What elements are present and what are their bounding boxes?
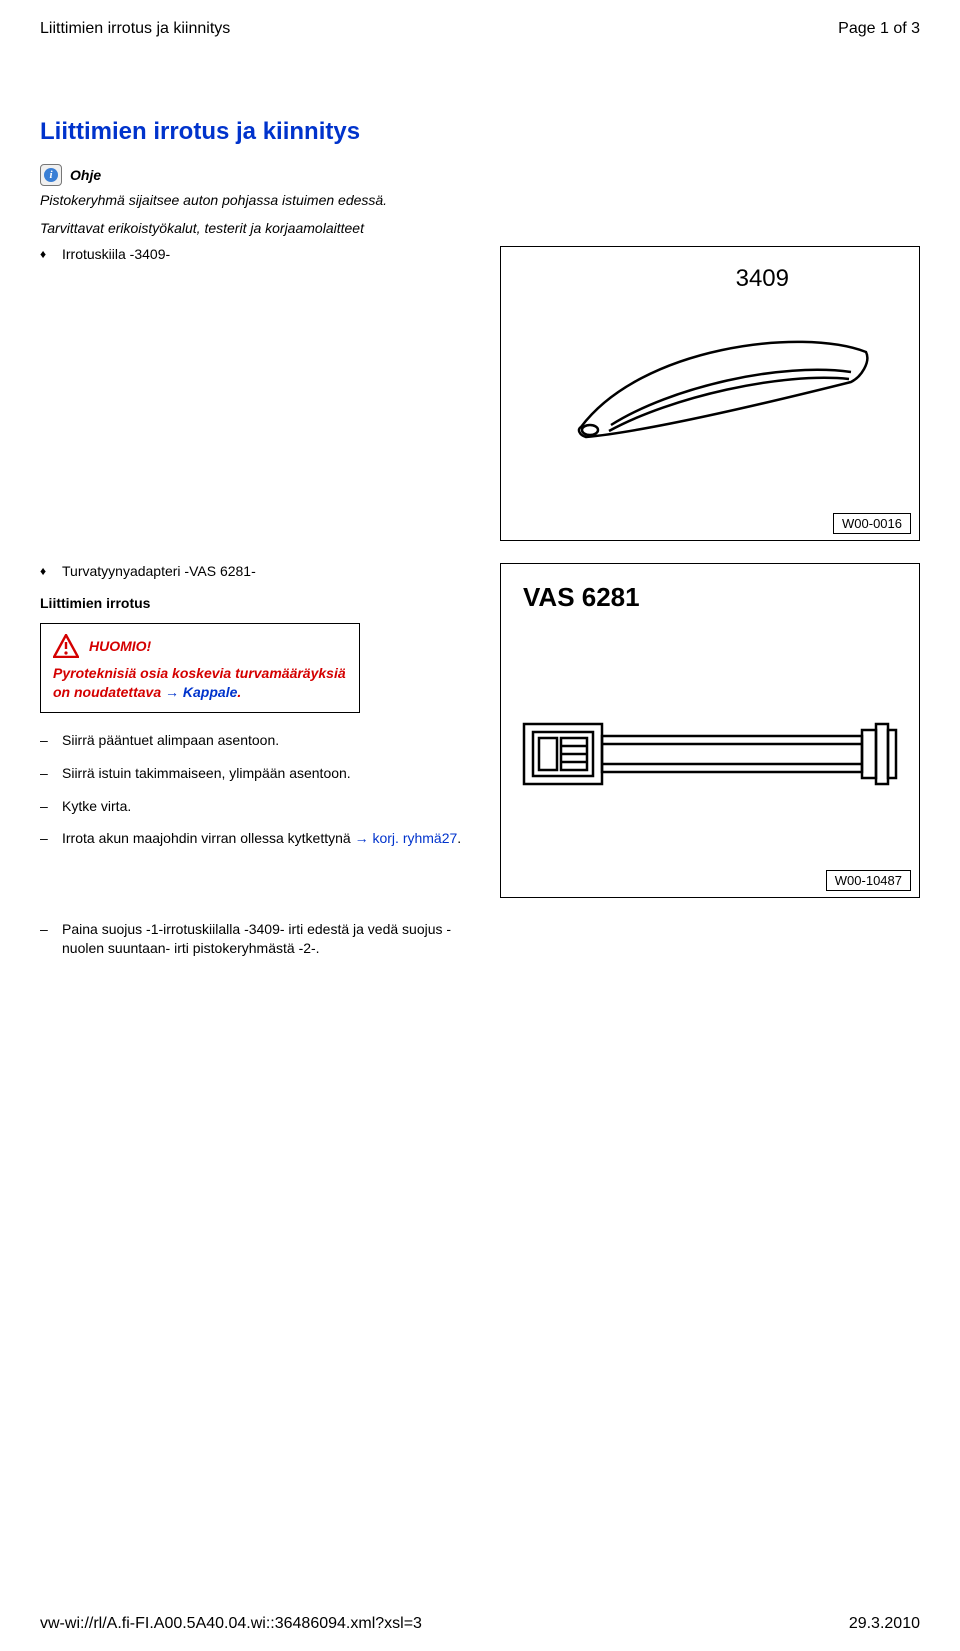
step-item: Siirrä istuin takimmaiseen, ylimpään ase… [62,764,480,783]
step-list-after: Paina suojus -1-irrotuskiilalla -3409- i… [40,920,460,958]
right-col-1: 3409 W00-0016 [500,246,920,563]
page-title: Liittimien irrotus ja kiinnitys [40,118,920,146]
figure1-label: 3409 [736,265,789,293]
figure1-ref: W00-0016 [833,513,911,534]
warning-label: HUOMIO! [89,638,151,654]
columns-row-1: Irrotuskiila -3409- 3409 W00-0016 [40,246,920,563]
step4-link[interactable]: → korj. ryhmä27 [355,830,458,846]
section-title: Liittimien irrotus [40,595,480,611]
figure2-label: VAS 6281 [523,582,640,613]
step-item: Kytke virta. [62,797,480,816]
warning-box: HUOMIO! Pyroteknisiä osia koskevia turva… [40,623,360,713]
tool-list-2: Turvatyynyadapteri -VAS 6281- [40,563,480,579]
tool-item: Turvatyynyadapteri -VAS 6281- [62,563,480,579]
figure-tool-vas6281: VAS 6281 [500,563,920,898]
step4-pre: Irrota akun maajohdin virran ollessa kyt… [62,830,355,846]
wedge-tool-icon [551,317,891,477]
footer-url: vw-wi://rl/A.fi-FI.A00.5A40.04.wi::36486… [40,1615,422,1633]
warning-header: HUOMIO! [53,634,347,658]
page: Liittimien irrotus ja kiinnitys Page 1 o… [0,0,960,1651]
columns-row-2: Turvatyynyadapteri -VAS 6281- Liittimien… [40,563,920,920]
warning-link[interactable]: → Kappale [165,684,237,700]
page-footer: vw-wi://rl/A.fi-FI.A00.5A40.04.wi::36486… [40,1615,920,1633]
step-list: Siirrä pääntuet alimpaan asentoon. Siirr… [40,731,480,849]
info-label: Ohje [70,167,101,183]
info-text: Pistokeryhmä sijaitsee auton pohjassa is… [40,192,920,208]
info-icon-glyph: i [44,168,58,182]
tools-heading: Tarvittavat erikoistyökalut, testerit ja… [40,220,920,236]
tool-list-1: Irrotuskiila -3409- [40,246,480,262]
header-title: Liittimien irrotus ja kiinnitys [40,20,230,38]
figure2-ref: W00-10487 [826,870,911,891]
tool-item: Irrotuskiila -3409- [62,246,480,262]
left-col-1: Irrotuskiila -3409- [40,246,480,278]
page-indicator: Page 1 of 3 [838,20,920,38]
step-item: Paina suojus -1-irrotuskiilalla -3409- i… [62,920,460,958]
info-icon: i [40,164,62,186]
page-header: Liittimien irrotus ja kiinnitys Page 1 o… [40,20,920,38]
figure-tool-3409: 3409 W00-0016 [500,246,920,541]
warning-text: Pyroteknisiä osia koskevia turvamääräyks… [53,664,347,702]
step-item: Siirrä pääntuet alimpaan asentoon. [62,731,480,750]
info-row: i Ohje [40,164,920,186]
footer-date: 29.3.2010 [849,1615,920,1633]
left-col-2: Turvatyynyadapteri -VAS 6281- Liittimien… [40,563,480,864]
right-col-2: VAS 6281 [500,563,920,920]
warning-text-dot: . [237,684,241,700]
step-item: Irrota akun maajohdin virran ollessa kyt… [62,829,480,848]
step4-dot: . [457,830,461,846]
adapter-tool-icon [519,694,919,814]
warning-triangle-icon [53,634,79,658]
